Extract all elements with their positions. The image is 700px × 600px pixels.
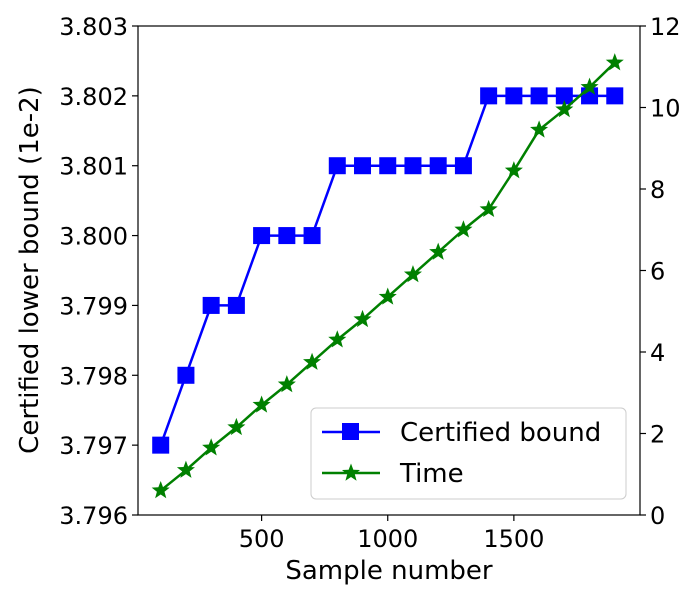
data-point-square xyxy=(555,87,573,105)
data-point-star xyxy=(353,309,372,328)
data-point-square xyxy=(278,227,296,245)
y-left-tick-label: 3.797 xyxy=(59,432,128,460)
legend-box xyxy=(310,407,627,500)
legend-marker-square xyxy=(342,423,359,440)
y-axis-label-left: Certified lower bound (1e-2) xyxy=(15,86,45,454)
x-tick-label: 1500 xyxy=(483,525,544,553)
legend-label-time: Time xyxy=(399,459,464,489)
legend-marker-star xyxy=(341,463,361,481)
x-tick-label: 1000 xyxy=(357,525,418,553)
data-point-square xyxy=(379,157,397,175)
axis-layer: 500 1000 1500 3.796 3.797 3.798 3.799 3.800 3.80… xyxy=(59,13,680,553)
data-point-star xyxy=(454,220,473,238)
data-point-square xyxy=(530,87,548,105)
data-point-star xyxy=(504,161,523,179)
data-point-square xyxy=(202,296,220,314)
data-point-star xyxy=(252,395,271,413)
data-point-square xyxy=(227,296,245,314)
y-right-tick-label: 8 xyxy=(650,176,665,204)
y-left-tick-label: 3.799 xyxy=(59,292,128,320)
x-tick-label: 500 xyxy=(239,525,285,553)
y-left-tick-label: 3.800 xyxy=(59,223,128,251)
data-point-star xyxy=(479,199,498,218)
data-point-square xyxy=(303,227,321,245)
data-point-star xyxy=(277,375,296,393)
data-point-square xyxy=(177,366,195,384)
data-point-star xyxy=(378,287,397,305)
data-point-star xyxy=(151,481,170,499)
series-line-certified-bound xyxy=(159,94,615,446)
data-point-star xyxy=(328,330,347,348)
legend-label-certified-bound: Certified bound xyxy=(400,418,601,448)
y-right-tick-label: 2 xyxy=(650,421,665,449)
y-right-tick-label: 4 xyxy=(650,339,665,367)
legend: Certified bound Time xyxy=(310,407,627,500)
data-point-square xyxy=(404,157,422,175)
data-point-star xyxy=(303,352,322,370)
y-right-tick-label: 0 xyxy=(650,502,665,530)
data-point-star xyxy=(202,438,221,456)
data-point-star xyxy=(429,242,448,260)
data-point-star xyxy=(580,77,599,95)
y-left-tick-label: 3.801 xyxy=(59,153,128,181)
data-point-star xyxy=(227,417,246,436)
y-left-tick-label: 3.802 xyxy=(59,83,128,111)
data-point-star xyxy=(176,460,195,478)
data-point-square xyxy=(152,436,170,454)
data-point-square xyxy=(328,157,346,175)
y-left-tick-label: 3.796 xyxy=(59,502,128,530)
y-right-tick-label: 6 xyxy=(650,258,665,286)
data-point-square xyxy=(480,87,498,105)
y-left-tick-label: 3.798 xyxy=(59,362,128,390)
y-left-tick-label: 3.803 xyxy=(59,13,128,41)
data-point-square xyxy=(429,157,447,175)
y-right-tick-label: 10 xyxy=(650,95,681,123)
data-point-square xyxy=(606,87,624,105)
data-point-square xyxy=(454,157,472,175)
data-point-square xyxy=(253,227,271,245)
y-right-tick-label: 12 xyxy=(650,13,681,41)
data-point-square xyxy=(354,157,372,175)
data-point-square xyxy=(505,87,523,105)
data-point-star xyxy=(605,53,624,71)
plot-layer xyxy=(151,53,624,499)
data-point-star xyxy=(403,265,422,283)
data-point-star xyxy=(555,100,574,118)
data-point-star xyxy=(530,120,549,138)
x-axis-label: Sample number xyxy=(285,556,493,586)
